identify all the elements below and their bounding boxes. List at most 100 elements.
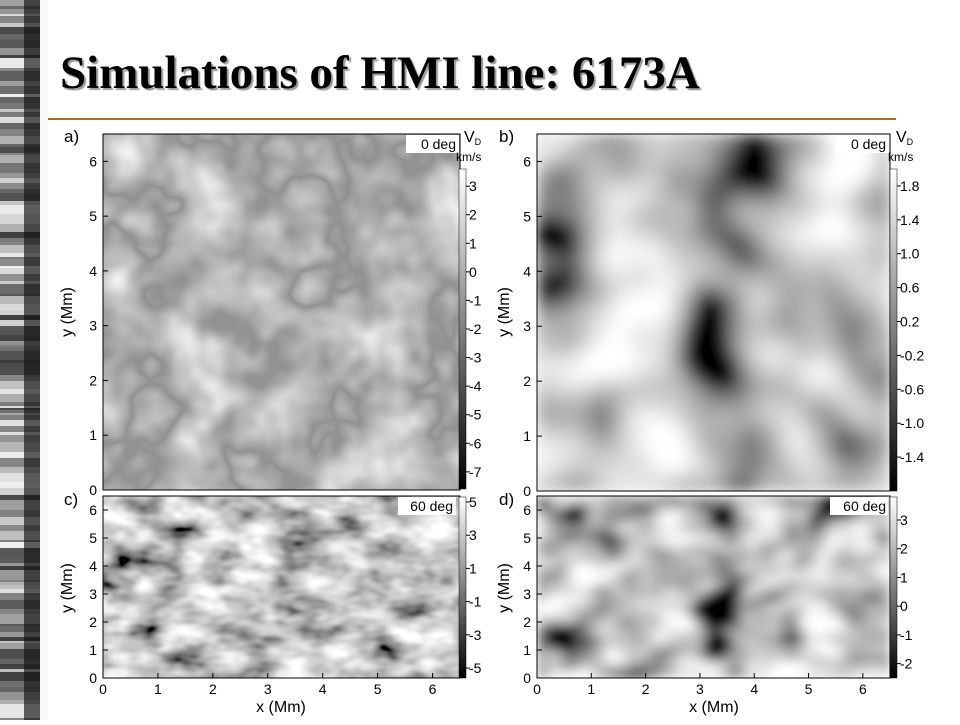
panel-d-colorbar-gradient [889, 496, 898, 679]
panel-d-x-tick-label: 1 [587, 681, 595, 697]
panel-b-colorbar-tick-label: 1.4 [900, 212, 920, 228]
panel-b-y-tick-label: 0 [523, 483, 531, 499]
decorative-left-strip [0, 0, 48, 725]
panel-b-y-axis-title: y (Mm) [496, 287, 513, 337]
panel-d-heatmap [537, 496, 890, 678]
panel-b-y-tick-label: 3 [523, 318, 531, 334]
panel-c-x-tick-label: 1 [154, 681, 162, 697]
left-strip-texture [0, 0, 48, 725]
panel-a-colorbar-tick-label: -5 [469, 407, 482, 423]
panel-c-angle-badge [398, 497, 456, 515]
panel-d-x-tick-label: 3 [696, 681, 704, 697]
panel-c-colorbar: 5 3 1 -1 -3 -5 [458, 494, 482, 679]
panel-a-y-tick-label: 5 [89, 208, 97, 224]
panel-d-label: d) [499, 490, 514, 509]
title-underline [48, 118, 896, 120]
panel-b-colorbar-tick-label: -0.6 [900, 381, 924, 397]
panel-b-y-tick-label: 1 [523, 428, 531, 444]
panel-c-colorbar-tick-label: 5 [469, 494, 477, 510]
panel-b-y-ticks: 0 1 2 3 4 5 6 [523, 153, 542, 499]
panel-c-y-tick-label: 0 [89, 670, 97, 686]
panel-b-colorbar-tick-label: -1.4 [900, 449, 924, 465]
panel-b-colorbar-gradient [889, 168, 898, 492]
panel-c-y-tick-label: 2 [89, 614, 97, 630]
panel-d-angle-badge [830, 497, 888, 515]
panel-a-angle-label: 0 deg [421, 136, 456, 152]
panel-a-colorbar-tick-label: 0 [469, 264, 477, 280]
panel-a-heatmap [103, 134, 460, 490]
panel-a-colorbar-tick-label: 2 [469, 207, 477, 223]
panel-d-y-tick-label: 2 [523, 614, 531, 630]
panel-c-x-tick-label: 4 [319, 681, 327, 697]
panel-d-y-tick-label: 5 [523, 530, 531, 546]
panel-a-colorbar-tick-label: 1 [469, 235, 477, 251]
panel-d-colorbar-tick-label: -2 [900, 656, 913, 672]
panel-a-colorbar-tick-label: -7 [469, 464, 482, 480]
panel-d-x-axis-title: x (Mm) [689, 699, 739, 716]
panel-c-x-tick-label: 3 [264, 681, 272, 697]
panel-c-y-tick-label: 6 [89, 502, 97, 518]
panel-c-x-tick-label: 5 [374, 681, 382, 697]
panel-b-colorbar: 1.8 1.4 1.0 0.6 0.2 -0.2 -0.6 -1.0 -1.4 VD km/s [888, 129, 924, 492]
panel-b-colorbar-ticks: 1.8 1.4 1.0 0.6 0.2 -0.2 -0.6 -1.0 -1.4 [897, 178, 924, 465]
panel-d-x-tick-label: 5 [805, 681, 813, 697]
panel-c-y-tick-label: 1 [89, 642, 97, 658]
panel-b-y-tick-label: 4 [523, 263, 531, 279]
left-strip-edge [40, 0, 48, 720]
panel-b-colorbar-title: VD [896, 129, 914, 147]
panel-c-y-tick-label: 5 [89, 530, 97, 546]
panel-c-y-ticks: 0 1 2 3 4 5 6 [89, 502, 108, 686]
panel-b-colorbar-tick-label: 0.6 [900, 280, 920, 296]
panel-a-y-ticks: 0 1 2 3 4 5 6 [89, 153, 108, 498]
panel-d-x-ticks: 0 1 2 3 4 5 6 [533, 673, 867, 697]
panel-c-colorbar-tick-label: 3 [469, 527, 477, 543]
panel-d-y-tick-label: 4 [523, 558, 531, 574]
panel-c-colorbar-tick-label: -5 [469, 660, 482, 676]
panel-d-x-tick-label: 4 [750, 681, 758, 697]
panel-b-y-tick-label: 6 [523, 153, 531, 169]
panel-c-colorbar-gradient [458, 496, 467, 679]
panel-d-colorbar-tick-label: 2 [900, 541, 908, 557]
panel-b-y-tick-label: 2 [523, 373, 531, 389]
panel-c-x-tick-label: 0 [99, 681, 107, 697]
panel-a-y-axis-title: y (Mm) [59, 287, 76, 337]
panel-a-y-tick-label: 4 [89, 263, 97, 279]
panel-b-colorbar-tick-label: 1.0 [900, 246, 920, 262]
panel-c-x-ticks: 0 1 2 3 4 5 6 [99, 673, 437, 697]
panel-a-y-tick-label: 1 [89, 427, 97, 443]
panel-a-colorbar-gradient [458, 168, 467, 490]
panel-b-colorbar-tick-label: -1.0 [900, 415, 924, 431]
panel-a-colorbar-tick-label: -3 [469, 350, 482, 366]
panel-d-x-tick-label: 0 [533, 681, 541, 697]
panel-a-y-tick-label: 2 [89, 372, 97, 388]
slide-title: Simulations of HMI line: 6173A [60, 47, 700, 99]
panel-c-y-tick-label: 3 [89, 586, 97, 602]
panel-d-colorbar: 3 2 1 0 -1 -2 [889, 496, 913, 679]
panel-a-angle-badge [406, 135, 459, 153]
panel-c-y-tick-label: 4 [89, 558, 97, 574]
panel-b-angle-badge [836, 135, 889, 153]
panel-d-colorbar-tick-label: 1 [900, 569, 908, 585]
panel-b-heatmap [537, 134, 890, 491]
panel-d-x-tick-label: 6 [859, 681, 867, 697]
panel-d-y-tick-label: 3 [523, 586, 531, 602]
panel-b-label: b) [499, 127, 514, 146]
panel-d-y-axis-title: y (Mm) [496, 563, 513, 613]
panel-a: 0 1 2 3 4 5 6 a) 0 deg y (Mm) 3 2 1 0 -1 -2 -3 -4 -5 -6… [59, 127, 482, 498]
panel-c-x-tick-label: 6 [429, 681, 437, 697]
panel-c-label: c) [64, 490, 78, 509]
panel-b: 0 1 2 3 4 5 6 b) 0 deg y (Mm) 1.8 1.4 1.0 0.6 0.2 -… [496, 127, 924, 499]
panel-c-angle-label: 60 deg [410, 498, 453, 514]
panel-b-colorbar-unit: km/s [888, 150, 913, 164]
panel-d-angle-label: 60 deg [843, 498, 886, 514]
panel-d-colorbar-ticks: 3 2 1 0 -1 -2 [897, 512, 913, 672]
panel-c-colorbar-tick-label: -1 [469, 594, 482, 610]
panel-a-label: a) [64, 127, 79, 146]
panel-a-colorbar-ticks: 3 2 1 0 -1 -2 -3 -4 -5 -6 -7 [466, 178, 482, 480]
panel-d-y-tick-label: 6 [523, 502, 531, 518]
panel-c-x-tick-label: 2 [209, 681, 217, 697]
panel-a-y-tick-label: 6 [89, 153, 97, 169]
panel-a-colorbar-unit: km/s [456, 150, 481, 164]
